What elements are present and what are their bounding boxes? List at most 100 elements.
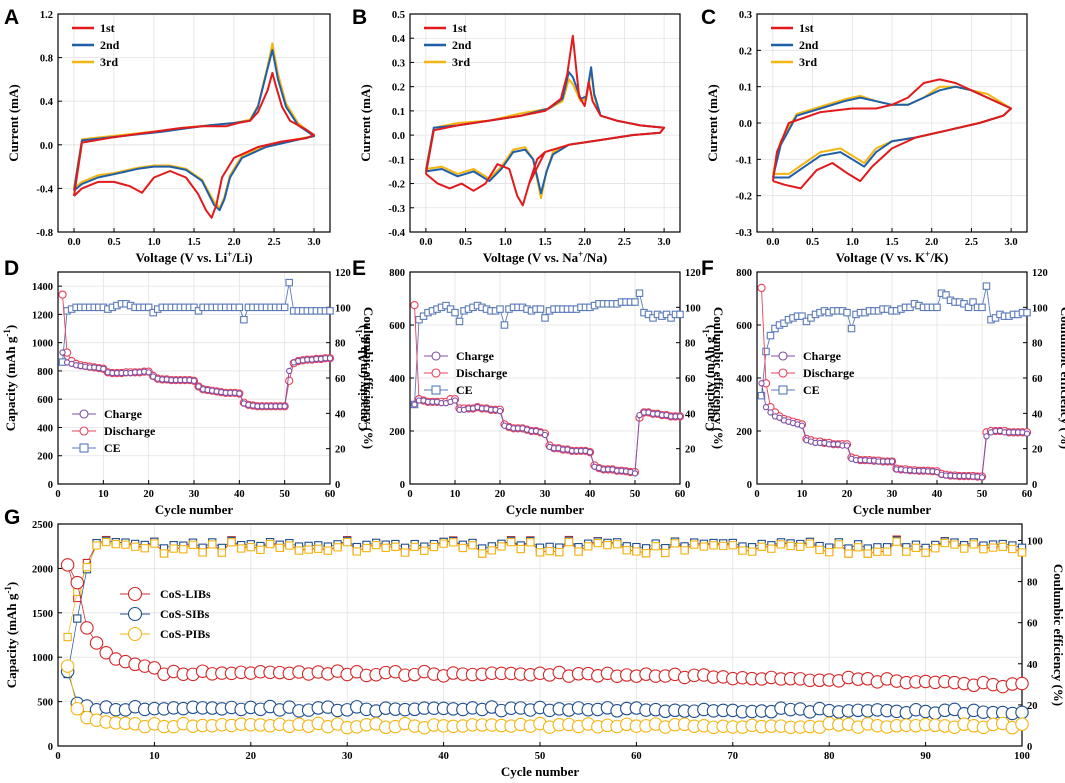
y-tick-label: 400	[37, 423, 53, 434]
y-tick-label: 1200	[32, 310, 53, 321]
y-tick-label: -0.1	[388, 155, 405, 166]
x-tick-label: 80	[824, 751, 835, 762]
ce-point-CoS-PIBs	[593, 538, 602, 548]
y-tick-label: 0.4	[392, 34, 406, 45]
ce-point-CoS-PIBs	[102, 537, 111, 547]
panel-label: B	[352, 6, 367, 29]
legend-label-3rd: 3rd	[799, 55, 817, 69]
x-tick-label: 50	[535, 751, 546, 762]
y-axis-title: Capacity (mAh g-1)	[2, 325, 18, 431]
capacity-point-CoS-PIBs	[70, 701, 85, 716]
ce-point-CoS-PIBs	[497, 542, 506, 551]
y-axis-title: Current (mA)	[358, 84, 373, 161]
x-tick-label: 3.0	[658, 237, 671, 248]
x-tick-label: 40	[234, 489, 245, 500]
ce-point-CoS-PIBs	[1017, 548, 1027, 557]
y-tick-label: 600	[37, 395, 53, 406]
ce-point-CoS-PIBs	[709, 541, 718, 550]
legend-label-2nd: 2nd	[799, 38, 819, 52]
x-tick-label: 0	[55, 751, 60, 762]
y2-tick-label: 80	[1027, 578, 1038, 589]
charge-point	[776, 414, 783, 421]
y-axis-title: Current (mA)	[6, 84, 21, 161]
y-tick-label: -0.4	[36, 184, 53, 195]
ce-point-CoS-PIBs	[458, 543, 468, 553]
y2-axis-title: Coulumbic efficiency (%)	[1058, 307, 1065, 449]
x-tick-label: 60	[631, 751, 642, 762]
y-tick-label: 200	[389, 427, 405, 438]
ce-point	[235, 303, 244, 312]
ce-point-CoS-PIBs	[998, 542, 1007, 552]
capacity-point-CoS-LIBs	[80, 621, 94, 635]
y-tick-label: 1000	[32, 653, 53, 664]
ce-point	[843, 308, 851, 317]
ce-point-CoS-PIBs	[680, 546, 689, 555]
y-tick-label: -0.4	[388, 228, 405, 239]
y-tick-label: 800	[736, 268, 752, 279]
ce-point-CoS-PIBs	[612, 540, 622, 549]
x-tick-label: 20	[246, 751, 257, 762]
x-tick-label: 10	[149, 751, 160, 762]
ce-point	[978, 303, 986, 312]
ce-point-CoS-SIBs	[73, 614, 82, 623]
discharge-point	[410, 300, 419, 310]
y-tick-label: 0.1	[392, 107, 405, 118]
ce-point-CoS-PIBs	[516, 544, 525, 554]
charge-point	[933, 468, 941, 476]
ce-point-CoS-PIBs	[641, 549, 651, 558]
ce-point-CoS-PIBs	[410, 542, 419, 552]
ce-point-CoS-PIBs	[834, 540, 843, 549]
y-tick-label: -0.3	[388, 204, 405, 215]
charge-point	[326, 355, 334, 362]
ce-point-CoS-PIBs	[265, 539, 275, 549]
ce-point-CoS-PIBs	[661, 548, 670, 558]
ce-point-CoS-PIBs	[844, 549, 853, 558]
legend-label-Charge: Charge	[456, 349, 495, 363]
x-tick-label: 30	[540, 489, 551, 500]
x-tick-label: 1.5	[187, 237, 200, 248]
cv-curve-1st	[424, 34, 666, 207]
x-axis-title: Cycle number	[155, 502, 234, 517]
ce-point	[240, 315, 248, 324]
ce-point-CoS-PIBs	[294, 546, 304, 555]
legend-label-Discharge: Discharge	[104, 424, 156, 438]
legend-label-CE: CE	[104, 441, 121, 455]
y2-tick-label: 20	[1032, 445, 1043, 456]
ce-point-CoS-PIBs	[863, 549, 872, 558]
y2-tick-label: 100	[1027, 536, 1043, 547]
y-tick-label: 2500	[32, 520, 53, 531]
y2-tick-label: 60	[1027, 619, 1038, 630]
x-tick-label: 10	[450, 489, 461, 500]
x-tick-label: 30	[189, 489, 200, 500]
ce-line	[761, 286, 1027, 396]
ce-point-CoS-PIBs	[584, 542, 593, 551]
charge-point	[762, 403, 770, 411]
ce-point-CoS-PIBs	[159, 549, 169, 558]
capacity-point-CoS-LIBs	[1015, 676, 1029, 691]
charge-point	[236, 390, 243, 397]
y-tick-label: 800	[389, 268, 405, 279]
ce-point	[500, 321, 509, 329]
y2-tick-label: 0	[685, 480, 690, 491]
legend-label-1st: 1st	[799, 21, 814, 35]
ce-point-CoS-PIBs	[314, 544, 323, 553]
y-axis-title: Capacity (mAh g-1)	[354, 325, 370, 431]
ce-line-CoS-PIBs	[67, 541, 1023, 638]
y2-tick-label: 60	[335, 374, 346, 385]
ce-point-CoS-PIBs	[150, 539, 159, 548]
y-tick-label: 600	[389, 321, 405, 332]
y-tick-label: 0.0	[392, 131, 405, 142]
y-tick-label: 800	[37, 367, 53, 378]
y2-axis-title: Coulumbic efficiency (%)	[361, 307, 376, 449]
panel-label: F	[701, 257, 714, 280]
legend-swatch-marker-Discharge	[79, 426, 89, 436]
legend-label-Charge: Charge	[803, 349, 842, 363]
legend-swatch-marker-CE	[778, 385, 788, 395]
cv-curve-1st	[771, 78, 1013, 190]
ce-point-CoS-PIBs	[121, 540, 130, 549]
x-tick-label: 0.5	[806, 237, 819, 248]
x-axis-title: Voltage (V vs. K+/K)	[836, 249, 949, 265]
y-tick-label: 0.1	[739, 83, 752, 94]
y-tick-label: 0	[747, 480, 752, 491]
capacity-point-CoS-LIBs	[70, 575, 85, 590]
